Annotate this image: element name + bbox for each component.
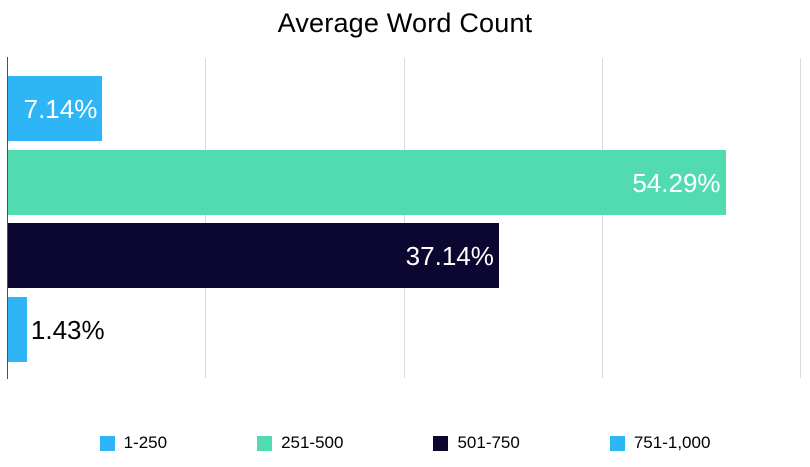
legend-label: 1-250 [123, 433, 168, 452]
bar-value-label: 1.43% [30, 314, 105, 345]
bar-value-label: 7.14% [23, 93, 98, 124]
legend-item-1-250: 1-250 [99, 433, 168, 453]
legend-swatch-icon [433, 435, 449, 451]
gridline [800, 58, 801, 378]
bar-501-750: 37.14% [8, 223, 499, 288]
legend-swatch-icon [257, 435, 273, 451]
legend-swatch-icon [99, 435, 115, 451]
bar-value-label: 37.14% [405, 240, 494, 271]
gridline [601, 58, 603, 378]
legend-label: 501-750 [457, 433, 520, 452]
gridline [403, 58, 405, 378]
legend-swatch-icon [609, 435, 625, 451]
chart-title: Average Word Count [277, 8, 533, 38]
legend-label: 251-500 [281, 433, 344, 452]
legend-item-251-500: 251-500 [257, 433, 343, 453]
legend: 1-250 251-500 501-750 751-1,000 [0, 433, 810, 453]
bar-751-1,000: 1.43% [8, 297, 105, 362]
legend-label: 751-1,000 [633, 433, 711, 452]
legend-item-751-1,000: 751-1,000 [609, 433, 711, 453]
legend-item-501-750: 501-750 [433, 433, 520, 453]
bar-251-500: 54.29% [8, 150, 726, 215]
plot-area: 7.14% 54.29% 37.14% 1.43% [7, 57, 801, 379]
bar-1-250: 7.14% [8, 76, 103, 141]
y-axis-line [7, 57, 8, 379]
bar-value-label: 54.29% [632, 167, 721, 198]
gridline [205, 58, 207, 378]
